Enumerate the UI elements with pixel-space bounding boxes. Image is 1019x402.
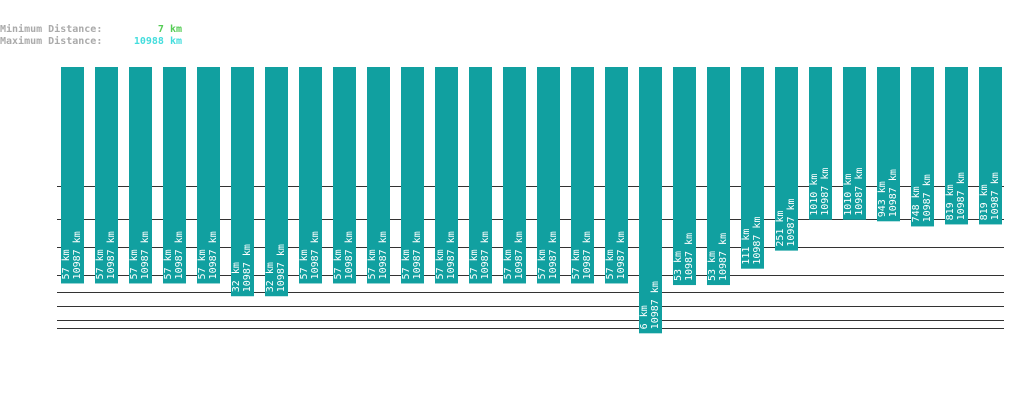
bar [299, 67, 322, 284]
bar [469, 67, 492, 284]
bar [95, 67, 118, 284]
bar [537, 67, 560, 284]
bar [639, 67, 662, 334]
value-label: 251 km [775, 210, 786, 246]
bar [775, 67, 798, 251]
value-label: 57 km [401, 249, 412, 279]
secondary-label: 10987 km [888, 169, 899, 217]
bar [741, 67, 764, 269]
bar [911, 67, 934, 227]
secondary-label: 10987 km [140, 231, 151, 279]
bar [129, 67, 152, 284]
bar [231, 67, 254, 297]
secondary-label: 10987 km [922, 174, 933, 222]
secondary-label: 10987 km [752, 217, 763, 265]
value-label: 57 km [537, 249, 548, 279]
bar [571, 67, 594, 284]
secondary-label: 10987 km [990, 172, 1001, 220]
bar [503, 67, 526, 284]
secondary-label: 10987 km [854, 168, 865, 216]
bar [979, 67, 1002, 225]
value-label: 57 km [333, 249, 344, 279]
value-label: 57 km [163, 249, 174, 279]
value-label: 6 km [639, 305, 650, 329]
secondary-label: 10987 km [242, 244, 253, 292]
secondary-label: 10987 km [106, 231, 117, 279]
value-label: 57 km [605, 249, 616, 279]
value-label: 57 km [129, 249, 140, 279]
value-label: 943 km [877, 181, 888, 217]
value-label: 57 km [571, 249, 582, 279]
stat-value: 7 km [158, 24, 182, 35]
secondary-label: 10987 km [310, 231, 321, 279]
stat-label: Maximum Distance: [0, 35, 102, 47]
bar [61, 67, 84, 284]
value-label: 53 km [707, 251, 718, 281]
value-label: 32 km [231, 262, 242, 292]
stat-value: 10988 km [134, 36, 182, 47]
bar [605, 67, 628, 284]
secondary-label: 10987 km [344, 231, 355, 279]
value-label: 111 km [741, 229, 752, 265]
value-label: 57 km [197, 249, 208, 279]
bar [809, 67, 832, 220]
secondary-label: 10987 km [480, 231, 491, 279]
value-label: 57 km [503, 249, 514, 279]
secondary-label: 10987 km [514, 231, 525, 279]
secondary-label: 10987 km [616, 231, 627, 279]
bar [197, 67, 220, 284]
secondary-label: 10987 km [412, 231, 423, 279]
bar [333, 67, 356, 284]
secondary-label: 10987 km [786, 198, 797, 246]
value-label: 57 km [61, 249, 72, 279]
value-label: 1010 km [809, 174, 820, 216]
value-label: 819 km [979, 184, 990, 220]
bar [707, 67, 730, 286]
value-label: 57 km [299, 249, 310, 279]
value-label: 819 km [945, 184, 956, 220]
value-label: 53 km [673, 251, 684, 281]
value-label: 1010 km [843, 174, 854, 216]
bar [367, 67, 390, 284]
secondary-label: 10987 km [684, 233, 695, 281]
value-label: 57 km [367, 249, 378, 279]
value-label: 57 km [435, 249, 446, 279]
secondary-label: 10987 km [72, 231, 83, 279]
secondary-label: 10987 km [718, 233, 729, 281]
value-label: 57 km [469, 249, 480, 279]
secondary-label: 10987 km [582, 231, 593, 279]
bar [163, 67, 186, 284]
bar [877, 67, 900, 222]
secondary-label: 10987 km [378, 231, 389, 279]
value-label: 32 km [265, 262, 276, 292]
bar [945, 67, 968, 225]
bar [265, 67, 288, 297]
secondary-label: 10987 km [820, 168, 831, 216]
secondary-label: 10987 km [548, 231, 559, 279]
bar [843, 67, 866, 220]
value-label: 748 km [911, 186, 922, 222]
secondary-label: 10987 km [276, 244, 287, 292]
bar [435, 67, 458, 284]
stat-label: Minimum Distance: [0, 23, 102, 35]
secondary-label: 10987 km [208, 231, 219, 279]
secondary-label: 10987 km [650, 281, 661, 329]
value-label: 57 km [95, 249, 106, 279]
secondary-label: 10987 km [446, 231, 457, 279]
bar [401, 67, 424, 284]
bar [673, 67, 696, 286]
secondary-label: 10987 km [956, 172, 967, 220]
secondary-label: 10987 km [174, 231, 185, 279]
